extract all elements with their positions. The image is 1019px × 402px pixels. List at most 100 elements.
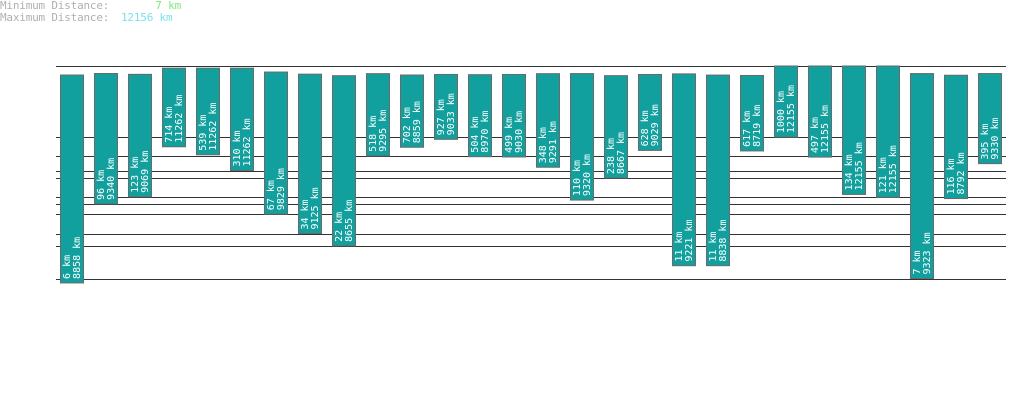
distance-bar-group: 628 km 9029 km bbox=[638, 73, 662, 151]
bar-low-label: 22 km bbox=[334, 212, 345, 242]
distance-bar-group: 67 km 9829 km bbox=[264, 71, 288, 215]
bar-low-label: 11 km bbox=[674, 232, 685, 262]
bar-high-label: 9291 km bbox=[548, 121, 559, 163]
distance-bar-group: 395 km 9330 km bbox=[978, 73, 1002, 165]
bar-high-label: 9125 km bbox=[310, 187, 321, 229]
bar-high-label: 8655 km bbox=[344, 200, 355, 242]
bar-high-label: 9295 km bbox=[378, 110, 389, 152]
bar-high-label: 8719 km bbox=[752, 105, 763, 147]
bar-low-label: 34 km bbox=[300, 199, 311, 229]
bar-low-label: 310 km bbox=[232, 130, 243, 166]
distance-bar bbox=[196, 67, 220, 156]
distance-bar bbox=[502, 73, 526, 158]
bar-low-label: 617 km bbox=[742, 111, 753, 147]
distance-bar-group: 110 km 9320 km bbox=[570, 73, 594, 201]
distance-bar-group: 310 km 11262 km bbox=[230, 67, 254, 172]
bar-low-label: 714 km bbox=[164, 107, 175, 143]
distance-bar bbox=[808, 65, 832, 158]
bar-low-label: 628 km bbox=[640, 110, 651, 146]
distance-bar-group: 116 km 8792 km bbox=[944, 74, 968, 200]
minimum-distance-row: Minimum Distance: 7 km bbox=[0, 0, 181, 12]
distance-bar bbox=[774, 65, 798, 138]
distance-bar-group: 96 km 9340 km bbox=[94, 73, 118, 205]
bar-high-label: 9030 km bbox=[514, 111, 525, 153]
distance-bar bbox=[910, 73, 934, 280]
bar-high-label: 8970 km bbox=[480, 111, 491, 153]
distance-bar bbox=[366, 73, 390, 157]
distance-bar bbox=[434, 73, 458, 140]
maximum-distance-value: 12156 km bbox=[121, 11, 173, 24]
bar-high-label: 11262 km bbox=[208, 103, 219, 151]
bar-high-label: 12155 km bbox=[820, 105, 831, 153]
bar-low-label: 1000 km bbox=[776, 91, 787, 133]
bar-low-label: 702 km bbox=[402, 107, 413, 143]
bar-high-label: 8667 km bbox=[616, 132, 627, 174]
distance-bar bbox=[944, 74, 968, 200]
bar-low-label: 348 km bbox=[538, 127, 549, 163]
distance-bar bbox=[468, 74, 492, 158]
distance-bar-group: 1000 km 12155 km bbox=[774, 65, 798, 138]
distance-bar bbox=[230, 67, 254, 172]
distance-bar bbox=[128, 73, 152, 198]
distance-bar-group: 927 km 9033 km bbox=[434, 73, 458, 140]
distance-bar bbox=[536, 73, 560, 168]
bar-low-label: 116 km bbox=[946, 158, 957, 194]
distance-bar bbox=[638, 73, 662, 151]
distance-bar-group: 11 km 9221 km bbox=[672, 73, 696, 267]
bar-high-label: 8838 km bbox=[718, 220, 729, 262]
bar-high-label: 8859 km bbox=[412, 101, 423, 143]
maximum-distance-row: Maximum Distance: 12156 km bbox=[0, 12, 181, 24]
bar-high-label: 9221 km bbox=[684, 220, 695, 262]
distance-bar-group: 22 km 8655 km bbox=[332, 75, 356, 247]
bar-high-label: 9829 km bbox=[276, 168, 287, 210]
distance-bar bbox=[672, 73, 696, 267]
bar-low-label: 497 km bbox=[810, 117, 821, 153]
bar-high-label: 9069 km bbox=[140, 151, 151, 193]
distance-bar-group: 539 km 11262 km bbox=[196, 67, 220, 156]
distance-bar bbox=[60, 74, 84, 284]
distance-bar-group: 121 km 12155 km bbox=[876, 65, 900, 198]
distance-bar-group: 504 km 8970 km bbox=[468, 74, 492, 158]
bar-low-label: 110 km bbox=[572, 160, 583, 196]
bar-low-label: 518 km bbox=[368, 116, 379, 152]
bar-low-label: 6 km bbox=[62, 255, 73, 279]
bar-low-label: 504 km bbox=[470, 117, 481, 153]
distance-bar bbox=[94, 73, 118, 205]
distance-bar bbox=[400, 74, 424, 148]
bar-high-label: 9320 km bbox=[582, 154, 593, 196]
distance-bar-group: 11 km 8838 km bbox=[706, 74, 730, 267]
bar-high-label: 11262 km bbox=[174, 95, 185, 143]
bar-low-label: 123 km bbox=[130, 157, 141, 193]
distance-bar-group: 702 km 8859 km bbox=[400, 74, 424, 148]
bar-high-label: 8792 km bbox=[956, 152, 967, 194]
bar-low-label: 7 km bbox=[912, 250, 923, 274]
distance-bar bbox=[264, 71, 288, 215]
bar-high-label: 12155 km bbox=[854, 142, 865, 190]
distance-bar bbox=[842, 65, 866, 195]
bar-low-label: 96 km bbox=[96, 170, 107, 200]
bar-high-label: 9323 km bbox=[922, 232, 933, 274]
distance-bar bbox=[332, 75, 356, 247]
bar-low-label: 11 km bbox=[708, 232, 719, 262]
distance-bar bbox=[978, 73, 1002, 165]
distance-bar bbox=[740, 74, 764, 152]
minimum-distance-label: Minimum Distance: bbox=[0, 0, 110, 12]
bar-low-label: 134 km bbox=[844, 154, 855, 190]
distance-bar bbox=[162, 67, 186, 148]
distance-bar bbox=[570, 73, 594, 201]
distance-bar-group: 123 km 9069 km bbox=[128, 73, 152, 198]
distance-bar bbox=[604, 75, 628, 179]
bar-high-label: 9340 km bbox=[106, 158, 117, 200]
distance-bar bbox=[876, 65, 900, 198]
distance-bar-group: 238 km 8667 km bbox=[604, 75, 628, 179]
bar-high-label: 9330 km bbox=[990, 117, 1001, 159]
bar-low-label: 927 km bbox=[436, 99, 447, 135]
distance-bar bbox=[706, 74, 730, 267]
distance-bar-group: 518 km 9295 km bbox=[366, 73, 390, 157]
bar-low-label: 121 km bbox=[878, 157, 889, 193]
distance-bar-group: 497 km 12155 km bbox=[808, 65, 832, 158]
distance-bar-group: 617 km 8719 km bbox=[740, 74, 764, 152]
bar-high-label: 9029 km bbox=[650, 104, 661, 146]
bar-high-label: 8858 km bbox=[72, 237, 83, 279]
